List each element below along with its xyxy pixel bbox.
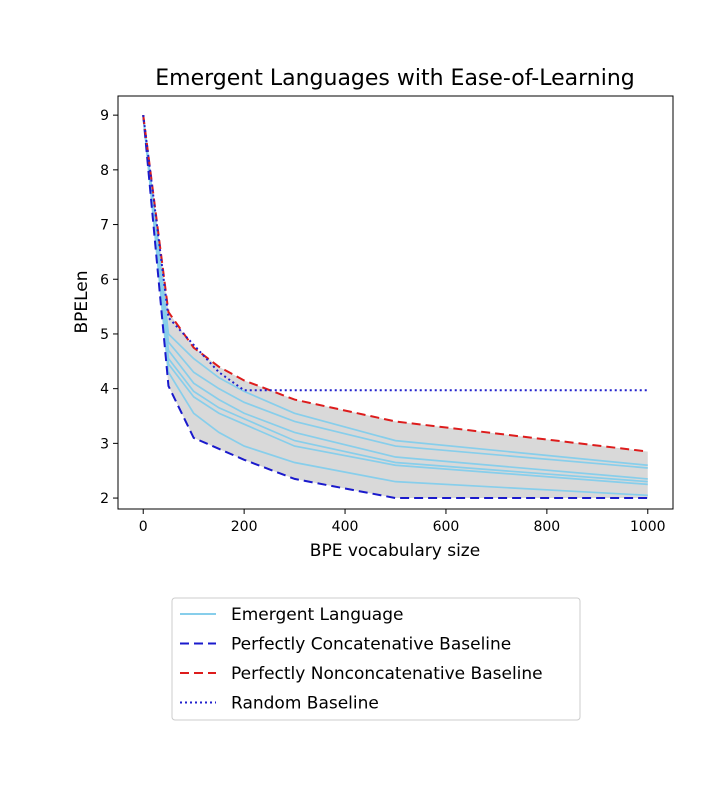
chart-title: Emergent Languages with Ease-of-Learning [155, 66, 634, 91]
x-tick-label: 1000 [630, 519, 666, 535]
x-tick-label: 800 [533, 519, 560, 535]
legend-label: Perfectly Nonconcatenative Baseline [231, 664, 543, 684]
legend-label: Perfectly Concatenative Baseline [231, 635, 511, 655]
y-tick-label: 8 [100, 163, 109, 179]
series-line-7 [142, 115, 648, 453]
y-tick-label: 3 [100, 436, 109, 452]
y-tick-label: 4 [100, 382, 109, 398]
series-line-2 [142, 115, 648, 480]
y-tick-label: 2 [100, 491, 109, 507]
series-line-1 [142, 115, 648, 469]
series-lines [142, 115, 648, 500]
legend-box [171, 597, 581, 721]
y-tick-label: 6 [100, 272, 109, 288]
series-line-6 [142, 115, 648, 500]
legend-entries: Emergent Language Perfectly Concatenative… [180, 605, 543, 714]
x-tick-label: 0 [139, 519, 148, 535]
y-axis-label: BPELen [72, 270, 92, 333]
y-tick-label: 9 [100, 108, 109, 124]
y-tick-label: 7 [100, 218, 109, 234]
y-axis-ticks: 2 3 4 5 6 7 8 9 [100, 108, 118, 507]
x-tick-label: 600 [433, 519, 460, 535]
plot-frame [117, 95, 674, 510]
x-axis-ticks: 0 200 400 600 800 1000 [139, 509, 666, 535]
series-line-4 [142, 115, 648, 486]
x-tick-label: 400 [332, 519, 359, 535]
legend-label: Emergent Language [231, 605, 403, 625]
x-tick-label: 200 [231, 519, 258, 535]
series-line-0 [142, 115, 648, 467]
legend: Emergent Language Perfectly Concatenative… [171, 597, 581, 721]
y-tick-label: 5 [100, 327, 109, 343]
series-line-3 [142, 115, 648, 483]
x-axis-label: BPE vocabulary size [310, 541, 480, 561]
series-line-5 [142, 115, 648, 497]
series-line-8 [142, 115, 648, 392]
legend-label: Random Baseline [231, 694, 379, 714]
